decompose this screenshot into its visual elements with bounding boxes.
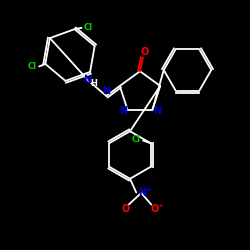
Text: N: N	[138, 188, 146, 198]
Text: O: O	[122, 204, 130, 214]
Text: N: N	[153, 106, 161, 116]
Text: -: -	[159, 201, 163, 211]
Text: O: O	[140, 47, 148, 57]
Text: +: +	[145, 185, 151, 194]
Text: N: N	[84, 75, 92, 85]
Text: H: H	[90, 80, 97, 88]
Text: N: N	[119, 106, 127, 116]
Text: O: O	[150, 204, 158, 214]
Text: N: N	[102, 86, 110, 97]
Text: Cl: Cl	[132, 135, 141, 144]
Text: Cl: Cl	[84, 24, 93, 32]
Text: Cl: Cl	[28, 62, 37, 71]
